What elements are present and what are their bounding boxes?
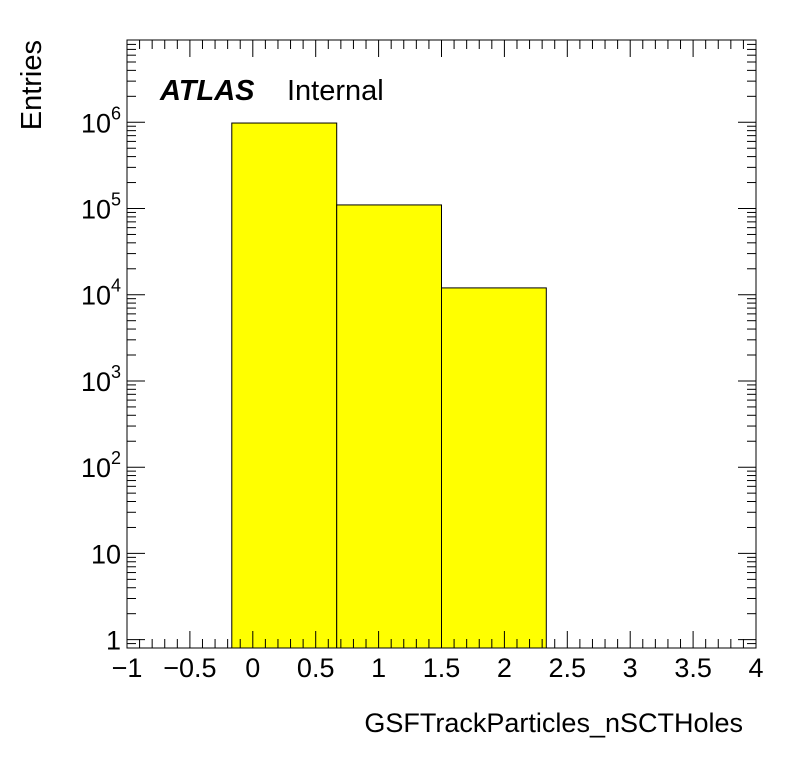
y-tick-labels: 1 10 102 103 104 105 106 <box>81 103 121 655</box>
y-tick-label: 105 <box>81 190 121 225</box>
x-tick-labels: −1 −0.5 0 0.5 1 1.5 2 2.5 3 3.5 4 <box>112 653 764 683</box>
internal-label: Internal <box>287 75 384 107</box>
x-tick-label: 3.5 <box>674 653 712 683</box>
y-tick-label: 106 <box>81 103 121 138</box>
y-tick-label: 1 <box>106 626 121 656</box>
plot-frame <box>126 39 757 649</box>
y-axis-title: Entries <box>16 40 48 130</box>
histogram-bar <box>441 287 547 649</box>
x-axis-title: GSFTrackParticles_nSCTHoles <box>364 708 743 738</box>
atlas-label: ATLAS <box>159 75 255 107</box>
histogram-bar <box>231 122 338 649</box>
x-tick-label: 4 <box>748 653 763 683</box>
histogram-bar <box>336 204 442 649</box>
x-tick-label: −1 <box>112 653 143 683</box>
y-tick-label: 104 <box>81 276 121 311</box>
y-tick-label: 102 <box>81 448 121 483</box>
y-tick-label: 10 <box>91 539 121 569</box>
x-tick-label: 2.5 <box>549 653 587 683</box>
x-tick-label: 0.5 <box>297 653 335 683</box>
x-tick-label: 0 <box>245 653 260 683</box>
x-tick-label: 1 <box>371 653 386 683</box>
bars-group <box>231 122 547 649</box>
y-tick-label: 103 <box>81 362 121 397</box>
x-tick-label: 2 <box>497 653 512 683</box>
x-tick-label: −0.5 <box>163 653 216 683</box>
x-tick-label: 1.5 <box>423 653 461 683</box>
x-tick-label: 3 <box>623 653 638 683</box>
